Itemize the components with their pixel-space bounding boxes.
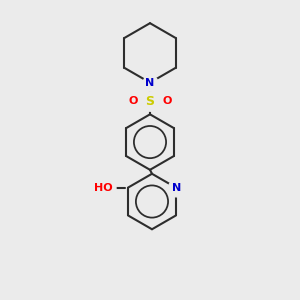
Text: S: S [146, 95, 154, 108]
Text: N: N [146, 78, 154, 88]
Text: N: N [172, 183, 182, 193]
Text: HO: HO [94, 183, 112, 193]
Text: O: O [162, 97, 172, 106]
Text: O: O [128, 97, 138, 106]
